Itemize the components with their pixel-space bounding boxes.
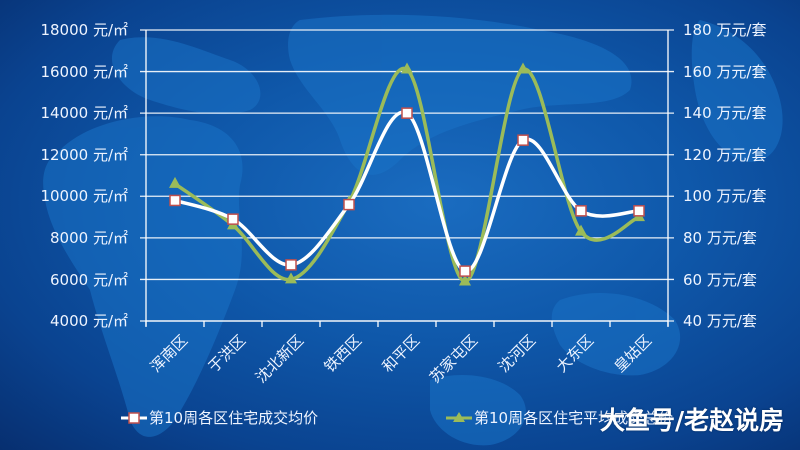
square-marker-icon: [459, 265, 471, 277]
left-axis-tick: 8000 元/㎡: [50, 229, 128, 247]
left-axis-tick: 6000 元/㎡: [50, 271, 128, 289]
square-marker-icon: [169, 194, 181, 207]
triangle-marker-icon: [401, 62, 413, 74]
triangle-marker-icon: [285, 272, 297, 284]
left-axis-tick: 18000 元/㎡: [40, 21, 128, 39]
gridlines: [140, 29, 674, 322]
square-marker-icon: [517, 134, 529, 146]
legend-label: 第10周各区住宅成交均价: [149, 409, 319, 427]
right-axis-tick: 100 万元/套: [683, 187, 767, 205]
series-avg-unit-price-line: [174, 110, 640, 273]
right-axis-tick: 180 万元/套: [683, 21, 767, 39]
left-axis-tick: 10000 元/㎡: [40, 187, 128, 205]
right-axis-tick: 120 万元/套: [683, 146, 767, 164]
legend-square-marker-icon: [121, 408, 147, 428]
left-axis-tick: 12000 元/㎡: [40, 146, 128, 164]
legend-label: 第10周各区住宅平均成交总价: [474, 409, 674, 427]
right-axis-tick: 40 万元/套: [683, 312, 757, 330]
right-axis-tick: 140 万元/套: [683, 104, 767, 122]
legend-item-avg-total-price[interactable]: 第10周各区住宅平均成交总价: [446, 408, 673, 428]
series-avg-unit-price-markers: [169, 107, 645, 277]
left-axis-tick: 14000 元/㎡: [40, 104, 128, 122]
right-axis-tick: 80 万元/套: [683, 229, 757, 247]
triangle-marker-icon: [517, 62, 529, 74]
square-marker-icon: [227, 213, 239, 225]
triangle-marker-icon: [169, 176, 181, 188]
legend-item-avg-unit-price[interactable]: 第10周各区住宅成交均价: [121, 408, 318, 428]
legend-triangle-marker-icon: [446, 408, 472, 428]
series-avg-total-price-markers: [169, 62, 645, 286]
square-marker-icon: [633, 205, 645, 217]
left-axis-tick: 4000 元/㎡: [50, 312, 128, 330]
square-marker-icon: [575, 205, 587, 217]
left-axis-tick: 16000 元/㎡: [40, 63, 128, 81]
watermark: 大鱼号/老赵说房: [600, 406, 785, 435]
right-axis-tick: 160 万元/套: [683, 63, 767, 81]
series-avg-total-price-line: [173, 66, 640, 284]
triangle-marker-icon: [459, 274, 471, 286]
square-marker-icon: [285, 259, 297, 271]
square-marker-icon: [343, 198, 355, 211]
right-axis-tick: 60 万元/套: [683, 271, 757, 289]
triangle-marker-icon: [575, 224, 587, 236]
axes: [145, 30, 669, 327]
square-marker-icon: [401, 107, 413, 119]
